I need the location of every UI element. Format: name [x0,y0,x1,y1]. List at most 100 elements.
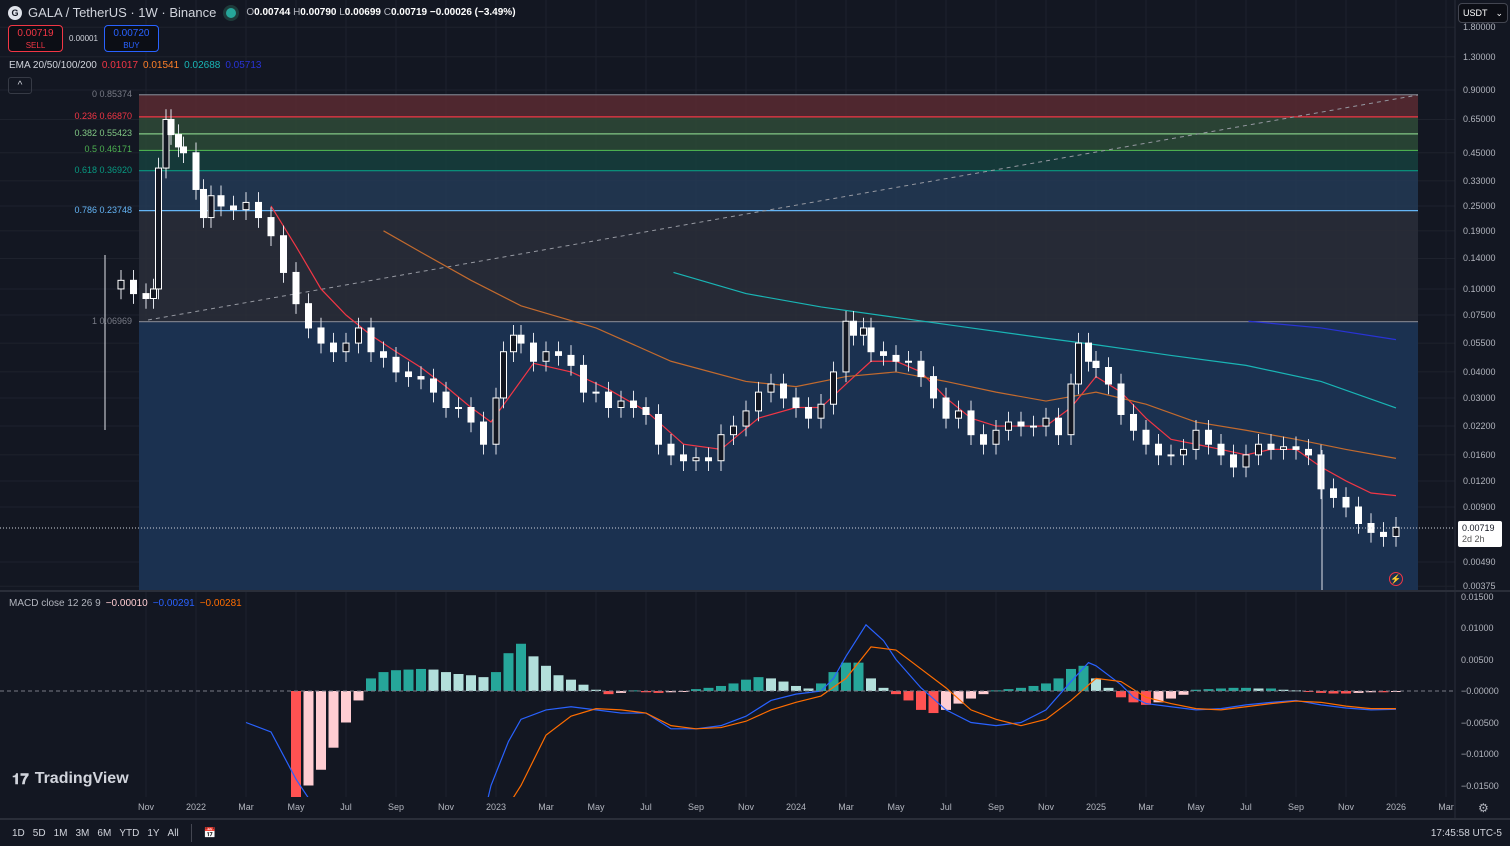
collapse-legend-button[interactable]: ^ [8,77,32,94]
macd-tick-label: −0.01000 [1461,749,1499,759]
candle-body [430,378,437,393]
candle-body [192,152,200,190]
price-tick-label: 0.07500 [1463,310,1496,320]
macd-histogram-bar [1266,688,1276,691]
macd-histogram-bar [578,684,589,691]
candle-body [930,376,937,399]
macd-tick-label: 0.01000 [1461,623,1494,633]
toolbar-separator [190,824,192,842]
macd-histogram-bar [1028,685,1039,691]
price-tick-label: 0.01600 [1463,449,1496,460]
gala-logo-icon: G [8,5,22,20]
macd-histogram-bar [1303,691,1314,692]
candle-body [1380,531,1387,537]
macd-histogram-bar [428,669,439,691]
fib-level-label: 0.786 0.23748 [74,204,132,215]
range-button-5d[interactable]: 5D [32,827,46,839]
macd-histogram-bar [466,675,476,691]
candle-body [955,410,962,419]
macd-histogram-bar [666,691,676,693]
macd-histogram-bar [803,688,814,691]
time-tick-label: May [587,802,605,812]
currency-select[interactable]: USDT ⌄ [1458,3,1508,23]
macd-histogram-bar [1228,687,1239,691]
range-button-1d[interactable]: 1D [12,827,25,839]
candle-body [605,391,612,409]
time-tick-label: Sep [1287,802,1305,812]
candle-body [150,288,157,299]
range-button-ytd[interactable]: YTD [119,827,140,839]
candle-body [1230,454,1237,468]
candle-body [805,407,812,419]
candle-body [1092,360,1100,369]
ema200-line [1248,320,1397,341]
range-button-all[interactable]: All [167,827,179,839]
symbol-title[interactable]: GALA / TetherUS · 1W · Binance [28,5,217,20]
macd-histogram-bar [1341,691,1351,694]
time-tick-label: 2025 [1085,802,1107,812]
candle-body [1085,342,1092,362]
settings-gear-icon[interactable]: ⚙ [1478,801,1489,815]
candle-body [230,205,237,211]
range-button-1y[interactable]: 1Y [147,827,160,839]
candle-body [117,279,125,290]
symbol-header: G GALA / TetherUS · 1W · Binance O0.0074… [8,5,516,20]
price-tick-label: 0.00900 [1463,501,1496,512]
date-range-calendar-icon[interactable]: 📅 [203,827,217,839]
macd-histogram-bar [1078,665,1089,691]
candle-body [1030,425,1037,428]
macd-histogram-bar [291,691,301,797]
candle-body [1355,506,1362,525]
fib-trend-line [147,94,1419,321]
time-tick-label: Jul [340,802,352,812]
market-status-icon [226,7,237,18]
macd-histogram-bar [378,672,389,691]
sell-button[interactable]: 0.00719 SELL [8,25,63,52]
range-button-6m[interactable]: 6M [97,827,112,839]
macd-histogram-bar [503,653,514,691]
macd-histogram-bar [1178,691,1189,695]
macd-histogram-bar [916,691,926,710]
time-tick-label: May [887,802,905,812]
candle-body [317,327,325,344]
candle-body [405,371,412,378]
range-button-1m[interactable]: 1M [53,827,68,839]
candle-body [280,235,287,273]
macd-histogram-bar [953,691,964,704]
candle-body [1042,417,1050,427]
macd-histogram-bar [1116,691,1126,698]
price-tick-label: 0.02200 [1463,421,1496,432]
macd-histogram-bar [791,685,801,691]
candle-body [892,354,900,362]
candle-body [417,376,425,380]
time-tick-label: Jul [640,802,652,812]
fib-level-label: 0.5 0.46171 [84,144,132,155]
buy-button[interactable]: 0.00720 BUY [103,25,159,52]
clock[interactable]: 17:45:58 UTC-5 [1430,828,1502,839]
candle-body [542,351,550,362]
ema-legend[interactable]: EMA 20/50/100/200 0.01017 0.01541 0.0268… [9,60,262,71]
macd-histogram-bar [966,691,976,699]
candle-body [617,400,625,409]
candle-body [642,407,650,415]
candle-body [555,351,562,356]
candle-body [1130,413,1137,431]
macd-histogram-bar [1066,668,1076,691]
macd-tick-label: −0.00500 [1461,717,1499,728]
macd-legend[interactable]: MACD close 12 26 9 −0.00010 −0.00291 −0.… [9,598,242,609]
candle-body [780,383,787,399]
candle-body [680,454,687,462]
fib-level-label: 1 0.06969 [91,315,132,326]
macd-histogram-bar [366,678,376,691]
candle-body [717,434,725,462]
price-tick-label: 0.90000 [1463,84,1496,95]
candle-body [200,188,207,219]
price-tick-label: 0.05500 [1463,338,1496,349]
range-button-3m[interactable]: 3M [75,827,90,839]
time-tick-label: Jul [1240,802,1252,812]
fib-retracement [139,94,1419,590]
macd-histogram-bar [1353,691,1364,693]
price-tick-label: 0.00375 [1463,581,1496,592]
alert-bolt-icon[interactable]: ⚡ [1389,572,1403,586]
